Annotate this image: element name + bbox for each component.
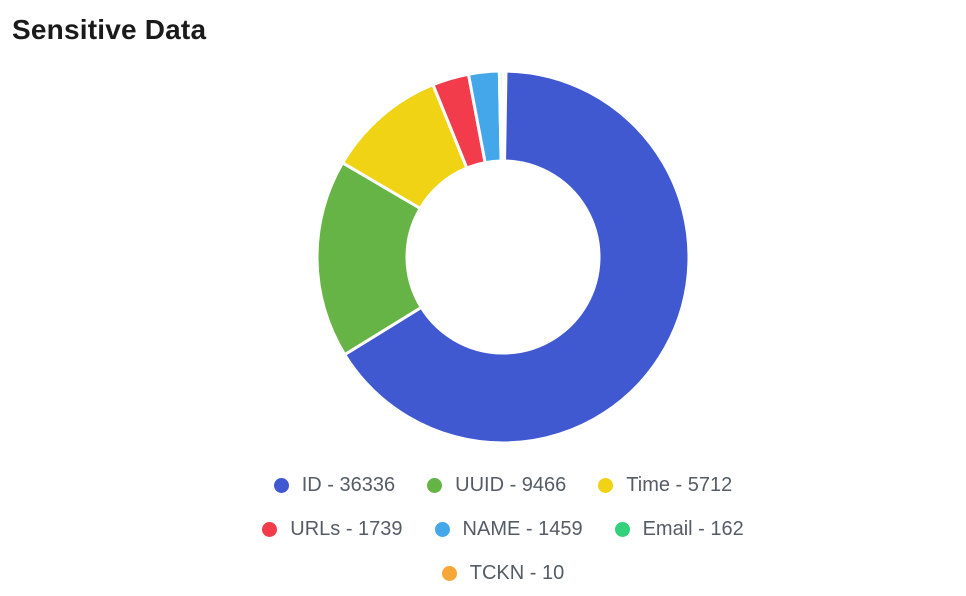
legend-dot-icon [434, 521, 450, 537]
slice-tckn[interactable] [501, 69, 508, 163]
legend-dot-icon [598, 477, 614, 493]
legend-item-uuid[interactable]: UUID - 9466 [427, 474, 566, 496]
legend-item-name[interactable]: NAME - 1459 [434, 517, 583, 540]
donut-chart [315, 69, 691, 445]
legend-label: NAME - 1459 [462, 517, 583, 540]
legend-item-tckn[interactable]: TCKN - 10 [441, 561, 565, 584]
legend-label: TCKN - 10 [469, 561, 565, 584]
legend-label: ID - 36336 [301, 473, 396, 496]
legend-dot-icon [273, 477, 289, 493]
legend-item-id[interactable]: ID - 36336 [273, 473, 396, 496]
legend-item-email[interactable]: Email - 162 [614, 517, 744, 540]
legend-dot-icon [441, 565, 457, 581]
legend-label: URLs - 1739 [290, 517, 403, 540]
legend-dot-icon [614, 521, 630, 537]
legend-dot-icon [262, 521, 278, 537]
slice-id[interactable] [343, 69, 691, 445]
legend-item-urls[interactable]: URLs - 1739 [262, 517, 403, 540]
legend-item-time[interactable]: Time - 5712 [598, 474, 732, 496]
legend-dot-icon [427, 477, 443, 493]
chart-legend: ID - 36336 UUID - 9466 Time - 5712 URLs - 1… [183, 474, 823, 584]
slice-uuid[interactable] [315, 161, 423, 357]
legend-label: UUID - 9466 [455, 473, 567, 496]
legend-label: Email - 162 [642, 517, 744, 540]
chart-title: Sensitive Data [12, 14, 207, 45]
legend-label: Time - 5712 [626, 473, 733, 496]
